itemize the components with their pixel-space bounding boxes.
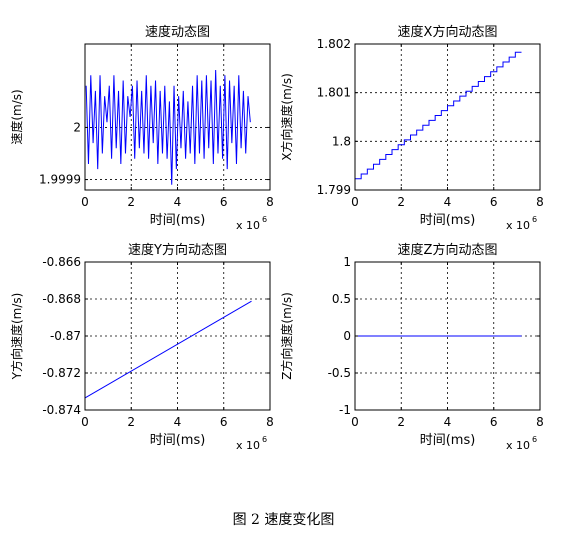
x-axis-label: 时间(ms): [420, 433, 476, 448]
x-tick-label: 8: [266, 195, 274, 209]
series-line: [85, 70, 251, 185]
x-axis-label: 时间(ms): [150, 433, 206, 448]
x-multiplier-exponent: 6: [262, 435, 267, 444]
chart-3: 0 2 4 6 8 -0.874 -0.872 -0.87 -0.868 -0.866 速度Y方向动…: [9, 242, 274, 452]
y-tick-label: 1.802: [317, 37, 351, 51]
x-tick-label: 6: [220, 415, 228, 429]
y-axis-label: Z方向速度(m/s): [279, 292, 294, 380]
x-multiplier-exponent: 6: [532, 435, 537, 444]
x-tick-label: 0: [81, 195, 89, 209]
x-tick-label: 4: [174, 415, 182, 429]
y-tick-label: 0: [343, 329, 351, 343]
x-tick-label: 6: [490, 195, 498, 209]
x-multiplier: x 10: [236, 219, 260, 232]
x-multiplier: x 10: [506, 439, 530, 452]
y-tick-label: 1: [343, 255, 351, 269]
x-multiplier: x 10: [506, 219, 530, 232]
y-tick-label: 0.5: [332, 292, 351, 306]
y-tick-label: 1.9999: [39, 173, 81, 187]
x-tick-label: 2: [397, 195, 405, 209]
chart-title: 速度X方向动态图: [398, 24, 498, 40]
chart-title: 速度Z方向动态图: [398, 242, 498, 258]
x-tick-label: 0: [351, 195, 359, 209]
x-tick-label: 2: [127, 415, 135, 429]
x-multiplier: x 10: [236, 439, 260, 452]
y-tick-label: -0.5: [328, 366, 351, 380]
y-tick-label: -0.866: [42, 255, 81, 269]
x-axis-label: 时间(ms): [150, 213, 206, 228]
y-tick-label: -0.872: [42, 366, 81, 380]
x-tick-label: 4: [174, 195, 182, 209]
x-tick-label: 8: [536, 195, 544, 209]
x-tick-label: 8: [536, 415, 544, 429]
y-tick-label: 1.8: [332, 134, 351, 148]
series-line: [355, 51, 522, 180]
y-tick-label: 1.799: [317, 183, 351, 197]
chart-title: 速度动态图: [145, 24, 210, 40]
x-multiplier-exponent: 6: [262, 215, 267, 224]
y-axis-label: 速度(m/s): [9, 89, 24, 144]
x-tick-label: 2: [397, 415, 405, 429]
y-tick-label: -1: [339, 403, 351, 417]
series-line: [84, 300, 252, 399]
chart-title: 速度Y方向动态图: [128, 242, 227, 258]
x-tick-label: 2: [127, 195, 135, 209]
x-tick-label: 4: [444, 195, 452, 209]
x-axis-label: 时间(ms): [420, 213, 476, 228]
figure-caption: 图 2 速度变化图: [232, 512, 335, 528]
x-tick-label: 8: [266, 415, 274, 429]
x-multiplier-exponent: 6: [532, 215, 537, 224]
y-axis-label: X方向速度(m/s): [279, 73, 294, 161]
x-tick-label: 0: [81, 415, 89, 429]
y-axis-label: Y方向速度(m/s): [9, 293, 24, 381]
y-tick-label: 1.801: [317, 86, 351, 100]
y-tick-label: -0.874: [42, 403, 81, 417]
y-tick-label: -0.87: [50, 329, 81, 343]
y-tick-label: 2: [73, 120, 81, 134]
x-tick-label: 0: [351, 415, 359, 429]
y-tick-label: -0.868: [42, 292, 81, 306]
x-tick-label: 6: [220, 195, 228, 209]
x-tick-label: 4: [444, 415, 452, 429]
x-tick-label: 6: [490, 415, 498, 429]
